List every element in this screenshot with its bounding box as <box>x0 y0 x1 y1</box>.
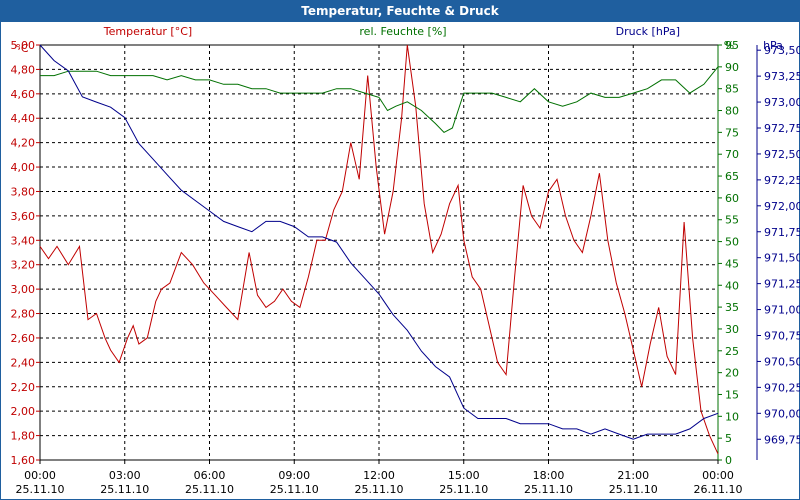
temperature-axis: 5,00 4,80 4,60 4,40 4,20 4,00 3,80 3,60 3,40 3,20… <box>11 39 40 467</box>
humidity-tick-label: 0 <box>725 454 732 467</box>
humidity-tick-label: 50 <box>725 236 739 249</box>
pressure-tick-label: 972,25 <box>764 174 800 187</box>
pressure-tick-label: 971,75 <box>764 226 800 239</box>
pressure-tick-label: 971,25 <box>764 278 800 291</box>
date-tick-label: 26.11.10 <box>694 483 743 496</box>
date-tick-label: 25.11.10 <box>609 483 658 496</box>
pressure-tick-label: 973,25 <box>764 70 800 83</box>
date-tick-label: 25.11.10 <box>100 483 149 496</box>
humidity-tick-label: 75 <box>725 126 739 139</box>
humidity-tick-label: 60 <box>725 192 739 205</box>
humidity-tick-label: 55 <box>725 214 739 227</box>
humidity-tick-label: 85 <box>725 83 739 96</box>
pressure-unit: hPa <box>763 39 783 52</box>
pressure-tick-label: 973,50 <box>764 44 800 57</box>
date-tick-label: 25.11.10 <box>355 483 404 496</box>
humidity-tick-label: 35 <box>725 301 739 314</box>
pressure-tick-label: 970,50 <box>764 355 800 368</box>
temperature-tick-label: 5,00 <box>11 39 36 52</box>
pressure-tick-label: 973,00 <box>764 96 800 109</box>
humidity-tick-label: 15 <box>725 388 739 401</box>
temperature-series-line <box>39 44 719 455</box>
humidity-tick-label: 40 <box>725 279 739 292</box>
humidity-tick-label: 45 <box>725 257 739 270</box>
time-tick-label: 15:00 <box>448 469 480 482</box>
temperature-unit: °C <box>15 42 29 55</box>
humidity-series-line <box>40 66 719 134</box>
humidity-tick-label: 90 <box>725 61 739 74</box>
time-tick-label: 00:00 <box>702 469 734 482</box>
pressure-tick-label: 972,00 <box>764 200 800 213</box>
pressure-tick-label: 971,50 <box>764 252 800 265</box>
pressure-tick-label: 970,75 <box>764 330 800 343</box>
temperature-tick-label: 1,60 <box>11 454 36 467</box>
humidity-tick-label: 30 <box>725 323 739 336</box>
date-tick-label: 25.11.10 <box>16 483 65 496</box>
temperature-tick-label: 4,00 <box>11 161 36 174</box>
temperature-tick-label: 2,20 <box>11 381 36 394</box>
humidity-tick-label: 80 <box>725 105 739 118</box>
temperature-tick-label: 4,60 <box>11 88 36 101</box>
pressure-tick-label: 971,00 <box>764 304 800 317</box>
humidity-tick-label: 5 <box>725 432 732 445</box>
date-tick-label: 25.11.10 <box>185 483 234 496</box>
time-tick-label: 21:00 <box>617 469 649 482</box>
temperature-series-label: Temperatur [°C] <box>103 25 192 38</box>
time-tick-label: 06:00 <box>194 469 226 482</box>
pressure-tick-label: 970,25 <box>764 381 800 394</box>
temperature-tick-label: 2,60 <box>11 332 36 345</box>
pressure-tick-label: 969,75 <box>764 433 800 446</box>
temperature-tick-label: 4,20 <box>11 137 36 150</box>
humidity-series-label: rel. Feuchte [%] <box>359 25 446 38</box>
temperature-tick-label: 3,80 <box>11 185 36 198</box>
temperature-tick-label: 2,00 <box>11 405 36 418</box>
chart-title: Temperatur, Feuchte & Druck <box>1 1 799 22</box>
time-tick-label: 09:00 <box>278 469 310 482</box>
time-tick-label: 03:00 <box>109 469 141 482</box>
humidity-tick-label: 20 <box>725 367 739 380</box>
series-lines <box>39 44 719 455</box>
temperature-tick-label: 3,40 <box>11 234 36 247</box>
pressure-series-line <box>39 44 719 440</box>
humidity-tick-label: 65 <box>725 170 739 183</box>
temperature-tick-label: 3,00 <box>11 283 36 296</box>
pressure-tick-label: 970,00 <box>764 407 800 420</box>
temperature-tick-label: 4,40 <box>11 112 36 125</box>
pressure-tick-label: 972,75 <box>764 122 800 135</box>
pressure-axis: 973,50 973,25 973,00 972,75 972,50 972,25 972,… <box>756 39 800 460</box>
humidity-unit: % <box>724 39 734 52</box>
humidity-tick-label: 95 <box>725 39 739 52</box>
pressure-series-label: Druck [hPa] <box>616 25 680 38</box>
time-axis: 00:0025.11.1003:0025.11.1006:0025.11.100… <box>16 460 743 496</box>
date-tick-label: 25.11.10 <box>270 483 319 496</box>
pressure-tick-label: 972,50 <box>764 148 800 161</box>
time-tick-label: 18:00 <box>533 469 565 482</box>
temperature-tick-label: 2,80 <box>11 308 36 321</box>
date-tick-label: 25.11.10 <box>524 483 573 496</box>
temperature-tick-label: 1,80 <box>11 430 36 443</box>
axis-labels: Temperatur [°C] rel. Feuchte [%] Druck [hP… <box>103 25 680 38</box>
temperature-tick-label: 3,60 <box>11 210 36 223</box>
temperature-tick-label: 4,80 <box>11 63 36 76</box>
temperature-tick-label: 2,40 <box>11 356 36 369</box>
time-tick-label: 00:00 <box>24 469 56 482</box>
humidity-tick-label: 70 <box>725 148 739 161</box>
temperature-tick-label: 3,20 <box>11 259 36 272</box>
humidity-tick-label: 25 <box>725 345 739 358</box>
time-tick-label: 12:00 <box>363 469 395 482</box>
humidity-tick-label: 10 <box>725 410 739 423</box>
date-tick-label: 25.11.10 <box>439 483 488 496</box>
grid <box>39 44 719 461</box>
